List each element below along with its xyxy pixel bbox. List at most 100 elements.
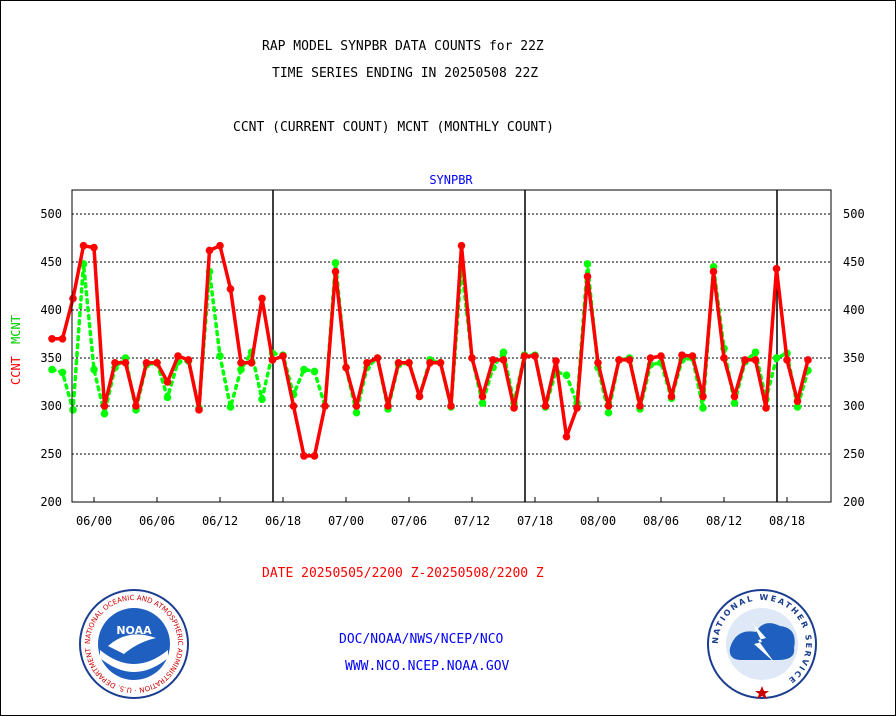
data-point-mcnt: [352, 408, 361, 417]
y-tick-label-right: 250: [843, 447, 865, 461]
y-tick-label-right: 400: [843, 303, 865, 317]
data-point-mcnt: [331, 259, 340, 267]
data-point-ccnt: [468, 354, 476, 362]
data-point-ccnt: [667, 392, 676, 401]
series-mcnt: [48, 259, 812, 418]
x-tick-label: 07/18: [517, 514, 553, 528]
data-point-ccnt: [783, 356, 791, 364]
data-point-ccnt: [279, 352, 287, 360]
data-point-ccnt: [636, 402, 644, 410]
plot-area-border: [71, 189, 832, 503]
data-point-ccnt: [678, 351, 686, 359]
data-point-ccnt: [447, 402, 455, 410]
data-point-ccnt: [562, 432, 571, 441]
y-ticks-right: 200 250 300 350 400 450 500: [843, 207, 865, 509]
y-tick-label-left: 200: [40, 495, 62, 509]
data-point-mcnt: [499, 348, 508, 357]
data-point-ccnt: [793, 397, 802, 406]
data-point-ccnt: [289, 402, 298, 410]
x-tick-label: 07/00: [328, 514, 364, 528]
data-point-ccnt: [331, 267, 340, 276]
data-point-mcnt: [300, 365, 308, 374]
data-point-ccnt: [688, 352, 697, 360]
data-point-mcnt: [226, 403, 235, 411]
series-line-mcnt: [50, 261, 810, 416]
x-tick-label: 08/06: [643, 514, 679, 528]
data-point-ccnt: [625, 356, 634, 364]
data-point-ccnt: [720, 354, 728, 362]
data-point-ccnt: [384, 402, 392, 410]
data-point-ccnt: [247, 359, 256, 367]
data-point-mcnt: [100, 409, 109, 418]
y-tick-label-right: 200: [843, 495, 865, 509]
data-point-ccnt: [583, 272, 592, 281]
data-point-ccnt: [646, 354, 655, 362]
data-point-mcnt: [237, 365, 245, 374]
data-point-ccnt: [90, 243, 98, 252]
x-tick-label: 08/12: [706, 514, 742, 528]
data-point-ccnt: [174, 352, 182, 360]
y-ticks-left: 200 250 300 350 400 450 500: [40, 207, 62, 509]
data-point-ccnt: [415, 392, 424, 401]
data-point-ccnt: [268, 356, 277, 364]
data-point-ccnt: [100, 402, 109, 410]
date-range: DATE 20250505/2200 Z-20250508/2200 Z: [262, 566, 544, 581]
y-tick-label-right: 450: [843, 255, 865, 269]
data-point-ccnt: [552, 357, 560, 365]
data-point-ccnt: [751, 356, 760, 364]
data-point-mcnt: [90, 365, 98, 374]
data-point-ccnt: [48, 335, 56, 343]
data-point-ccnt: [142, 359, 151, 367]
link-nco-website[interactable]: WWW.NCO.NCEP.NOAA.GOV: [345, 659, 510, 674]
data-point-mcnt: [163, 393, 172, 402]
data-point-ccnt: [478, 392, 487, 401]
y-tick-label-left: 450: [40, 255, 62, 269]
data-point-ccnt: [205, 246, 214, 255]
data-point-ccnt: [321, 402, 329, 410]
data-point-ccnt: [657, 352, 665, 360]
data-point-ccnt: [153, 359, 161, 367]
data-point-mcnt: [730, 399, 739, 407]
data-point-ccnt: [121, 359, 130, 367]
link-doc-noaa[interactable]: DOC/NOAA/NWS/NCEP/NCO: [339, 632, 504, 647]
chart-subtitle: CCNT (CURRENT COUNT) MCNT (MONTHLY COUNT…: [233, 120, 554, 135]
y-tick-label-right: 300: [843, 399, 865, 413]
data-point-mcnt: [258, 395, 266, 404]
data-point-ccnt: [426, 359, 434, 367]
data-point-mcnt: [751, 348, 760, 357]
data-point-ccnt: [699, 392, 707, 401]
series-group: [48, 241, 812, 460]
data-point-ccnt: [804, 356, 812, 364]
x-tick-label: 06/12: [202, 514, 238, 528]
data-point-ccnt: [604, 402, 613, 410]
x-tick-label: 08/00: [580, 514, 616, 528]
x-tick-label: 07/12: [454, 514, 490, 528]
data-point-ccnt: [541, 402, 550, 410]
data-point-ccnt: [111, 359, 119, 367]
y-axis-label-mcnt: MCNT: [9, 315, 23, 344]
data-point-ccnt: [394, 359, 403, 367]
data-point-ccnt: [615, 356, 623, 364]
data-point-mcnt: [69, 406, 77, 414]
data-point-mcnt: [699, 404, 707, 412]
data-point-ccnt: [510, 404, 518, 412]
y-tick-label-right: 350: [843, 351, 865, 365]
data-point-ccnt: [195, 406, 203, 414]
grid: [72, 190, 831, 502]
y-tick-label-left: 350: [40, 351, 62, 365]
data-point-ccnt: [216, 241, 224, 250]
y-tick-label-left: 400: [40, 303, 62, 317]
x-tick-label: 06/18: [265, 514, 301, 528]
data-point-ccnt: [499, 356, 508, 364]
x-tick-label: 06/06: [139, 514, 175, 528]
x-tick-label: 06/00: [76, 514, 112, 528]
x-tick-label: 07/06: [391, 514, 427, 528]
data-point-ccnt: [58, 335, 67, 343]
data-point-ccnt: [772, 264, 781, 273]
data-point-mcnt: [48, 365, 56, 374]
data-point-ccnt: [709, 267, 718, 276]
data-point-ccnt: [132, 402, 140, 410]
data-point-mcnt: [562, 371, 571, 380]
data-point-ccnt: [531, 352, 539, 360]
data-point-ccnt: [258, 294, 266, 303]
